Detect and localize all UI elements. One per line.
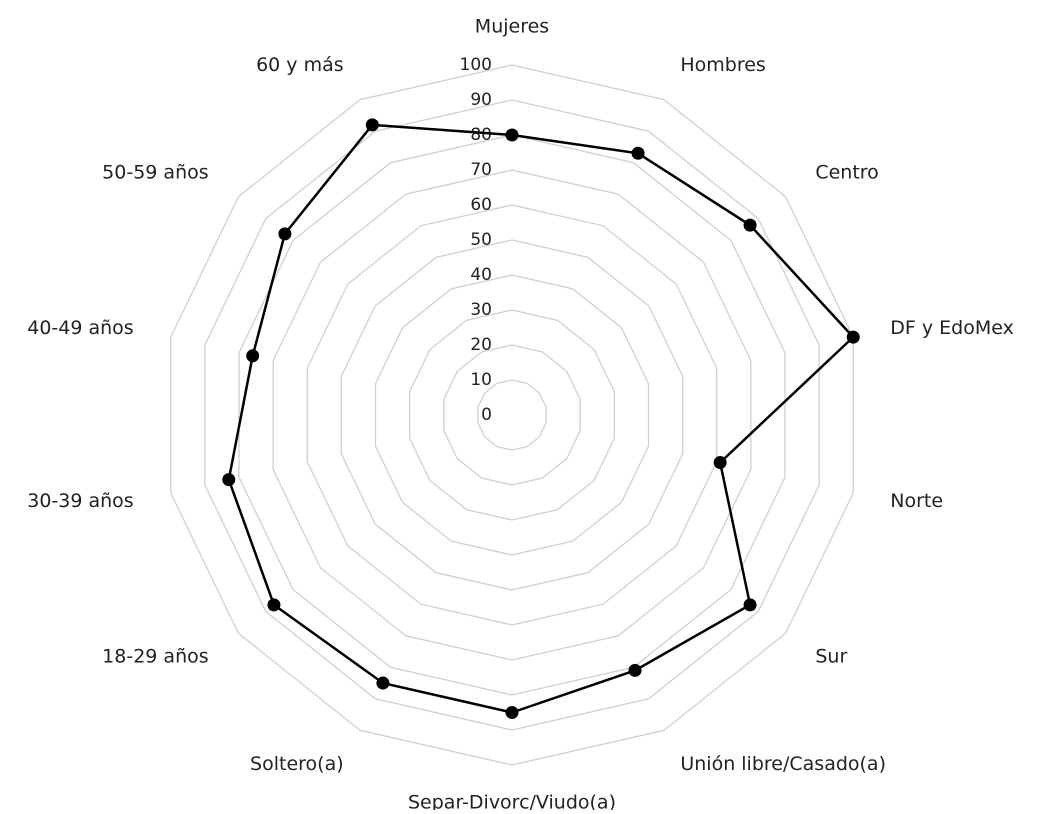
r-tick-label: 10 — [470, 370, 492, 390]
grid-ring — [340, 239, 684, 591]
data-point — [267, 598, 281, 612]
category-label: Norte — [890, 490, 943, 512]
data-point — [743, 218, 757, 232]
category-label: 30-39 años — [27, 490, 133, 512]
category-label: Soltero(a) — [250, 753, 344, 775]
category-label: 60 y más — [256, 54, 344, 76]
category-label: 50-59 años — [102, 162, 208, 184]
category-label: Separ-Divorc/Viudo(a) — [408, 792, 616, 811]
data-point — [713, 456, 727, 470]
data-point — [365, 118, 379, 132]
r-tick-label: 90 — [470, 90, 492, 110]
data-point — [631, 146, 645, 160]
r-tick-label: 50 — [470, 230, 492, 250]
r-tick-label: 100 — [460, 55, 492, 75]
data-point — [505, 128, 519, 142]
grid-ring — [238, 134, 786, 696]
grid-ring — [374, 274, 650, 556]
category-label: 40-49 años — [27, 317, 133, 339]
grid-ring — [306, 204, 718, 626]
r-tick-label: 20 — [470, 335, 492, 355]
data-point — [846, 330, 860, 344]
r-tick-label: 80 — [470, 125, 492, 145]
r-tick-label: 30 — [470, 300, 492, 320]
category-label: Centro — [815, 162, 878, 184]
r-tick-label: 60 — [470, 195, 492, 215]
data-point — [376, 676, 390, 690]
data-point — [222, 473, 236, 487]
grid-ring — [408, 309, 616, 521]
data-point — [246, 349, 260, 363]
data-point — [505, 706, 519, 719]
grid-ring — [204, 99, 820, 731]
r-tick-label: 0 — [481, 405, 492, 425]
category-label: Hombres — [680, 54, 765, 76]
r-tick-label: 40 — [470, 265, 492, 285]
data-line — [227, 123, 855, 714]
grid-ring — [170, 64, 854, 766]
grid-ring — [443, 344, 581, 486]
category-label: DF y EdoMex — [890, 317, 1014, 339]
r-tick-label: 70 — [470, 160, 492, 180]
category-label: Mujeres — [475, 16, 549, 38]
grid-ring — [272, 169, 752, 661]
data-point — [628, 663, 642, 677]
grid-ring — [477, 379, 547, 451]
category-label: Unión libre/Casado(a) — [680, 753, 886, 775]
category-label: Sur — [815, 645, 847, 667]
data-point — [743, 598, 757, 612]
data-point — [278, 227, 292, 241]
category-label: 18-29 años — [102, 645, 208, 667]
